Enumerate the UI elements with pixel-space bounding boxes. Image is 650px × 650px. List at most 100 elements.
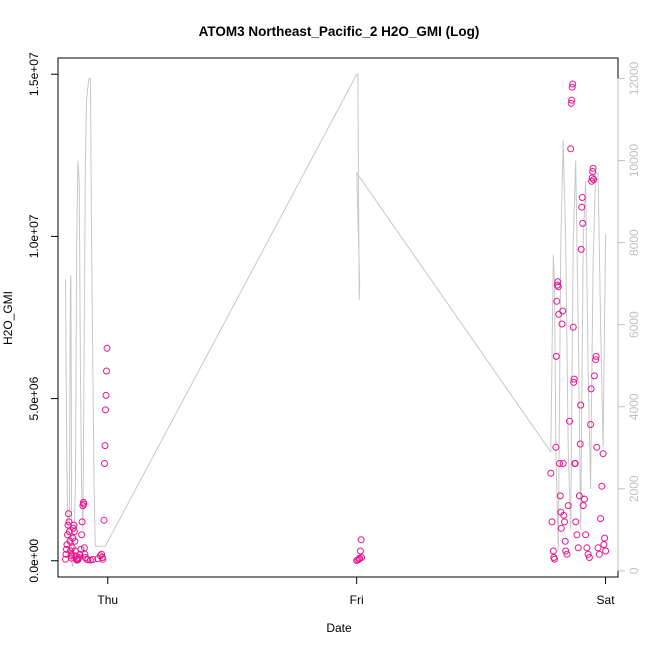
data-point: [89, 556, 97, 563]
data-point: [595, 550, 603, 558]
data-point: [552, 352, 560, 360]
data-point: [568, 96, 576, 104]
data-point: [78, 531, 86, 539]
data-point: [590, 372, 598, 380]
data-point: [561, 518, 568, 526]
data-point: [559, 307, 567, 315]
data-point: [557, 524, 565, 532]
data-point: [356, 547, 364, 555]
y-axis-left: 0.0e+00 5.0e+06 1.0e+07 1.5e+07: [27, 52, 59, 583]
data-point: [598, 482, 606, 490]
data-point: [584, 550, 592, 558]
data-point: [65, 518, 73, 526]
data-point: [578, 203, 586, 211]
data-point: [593, 443, 601, 451]
data-point: [585, 554, 593, 561]
plot-frame: [57, 57, 619, 578]
data-point: [71, 537, 79, 545]
data-point: [589, 168, 597, 175]
data-point: [65, 510, 72, 518]
data-point: [553, 297, 561, 305]
data-point: [574, 544, 582, 552]
x-tick-label: Fri: [350, 593, 364, 607]
data-point: [101, 460, 108, 467]
data-point: [592, 352, 600, 360]
data-point: [102, 406, 109, 414]
y-left-tick-label: 1.0e+07: [27, 214, 41, 258]
y-right-tick-label: 12000: [627, 62, 641, 96]
chart-title: ATOM3 Northeast_Pacific_2 H2O_GMI (Log): [199, 24, 480, 39]
data-point: [561, 537, 569, 545]
y-left-tick-label: 0.0e+00: [27, 539, 41, 583]
data-point: [576, 440, 584, 448]
data-point: [552, 443, 560, 451]
data-point: [554, 278, 562, 286]
data-point: [562, 547, 570, 555]
data-point: [77, 545, 85, 553]
data-point: [81, 550, 89, 558]
y-right-tick-label: 6000: [627, 311, 641, 338]
y-axis-label: H2O_GMI: [1, 291, 15, 345]
data-point: [579, 502, 587, 510]
data-point: [554, 283, 562, 291]
data-point: [556, 492, 564, 500]
series-line: [65, 73, 607, 567]
y-left-tick-label: 1.5e+07: [27, 52, 41, 96]
data-point: [101, 442, 109, 450]
data-point: [556, 460, 563, 467]
data-point: [69, 524, 77, 532]
data-point: [555, 310, 563, 318]
data-point: [560, 511, 568, 519]
data-point: [357, 536, 365, 544]
data-point: [567, 99, 575, 107]
data-point: [578, 194, 586, 201]
data-point: [599, 450, 607, 458]
data-point: [589, 164, 597, 172]
data-point: [602, 547, 610, 555]
data-point: [582, 531, 590, 539]
data-point: [559, 460, 567, 467]
data-point: [572, 518, 580, 526]
data-point: [600, 541, 608, 549]
data-point: [80, 544, 88, 552]
x-tick-label: Sat: [597, 593, 616, 607]
x-tick-label: Thu: [97, 593, 118, 607]
data-point: [547, 469, 555, 477]
data-point: [84, 556, 92, 564]
data-point: [590, 176, 598, 184]
data-point: [358, 554, 366, 561]
data-point: [570, 375, 578, 383]
data-point: [568, 83, 576, 91]
data-point: [573, 531, 581, 539]
data-point: [575, 492, 583, 500]
data-point: [79, 502, 87, 510]
y-right-tick-label: 2000: [627, 475, 641, 502]
data-point: [70, 528, 78, 536]
data-point: [563, 550, 571, 558]
data-point: [78, 518, 86, 526]
data-point: [587, 385, 595, 393]
data-point: [571, 460, 579, 467]
y-left-tick-label: 5.0e+06: [27, 376, 41, 420]
data-point: [579, 219, 587, 227]
data-point: [601, 534, 609, 542]
data-point: [570, 378, 578, 386]
data-point: [564, 502, 572, 510]
data-point: [553, 281, 561, 289]
data-point: [98, 550, 106, 558]
data-point: [567, 145, 575, 153]
data-point: [99, 555, 107, 563]
y-right-tick-label: 0: [627, 567, 641, 574]
y-axis-right: 0 2000 4000 6000 8000 10000 12000: [617, 62, 641, 574]
data-point: [551, 555, 558, 563]
data-point: [103, 344, 111, 352]
data-point: [577, 401, 585, 409]
data-point: [103, 367, 110, 375]
y-right-tick-label: 4000: [627, 393, 641, 420]
data-point: [566, 417, 573, 425]
data-point: [580, 495, 588, 503]
data-point: [583, 544, 591, 552]
y-right-tick-label: 8000: [627, 229, 641, 256]
data-point: [100, 516, 108, 524]
